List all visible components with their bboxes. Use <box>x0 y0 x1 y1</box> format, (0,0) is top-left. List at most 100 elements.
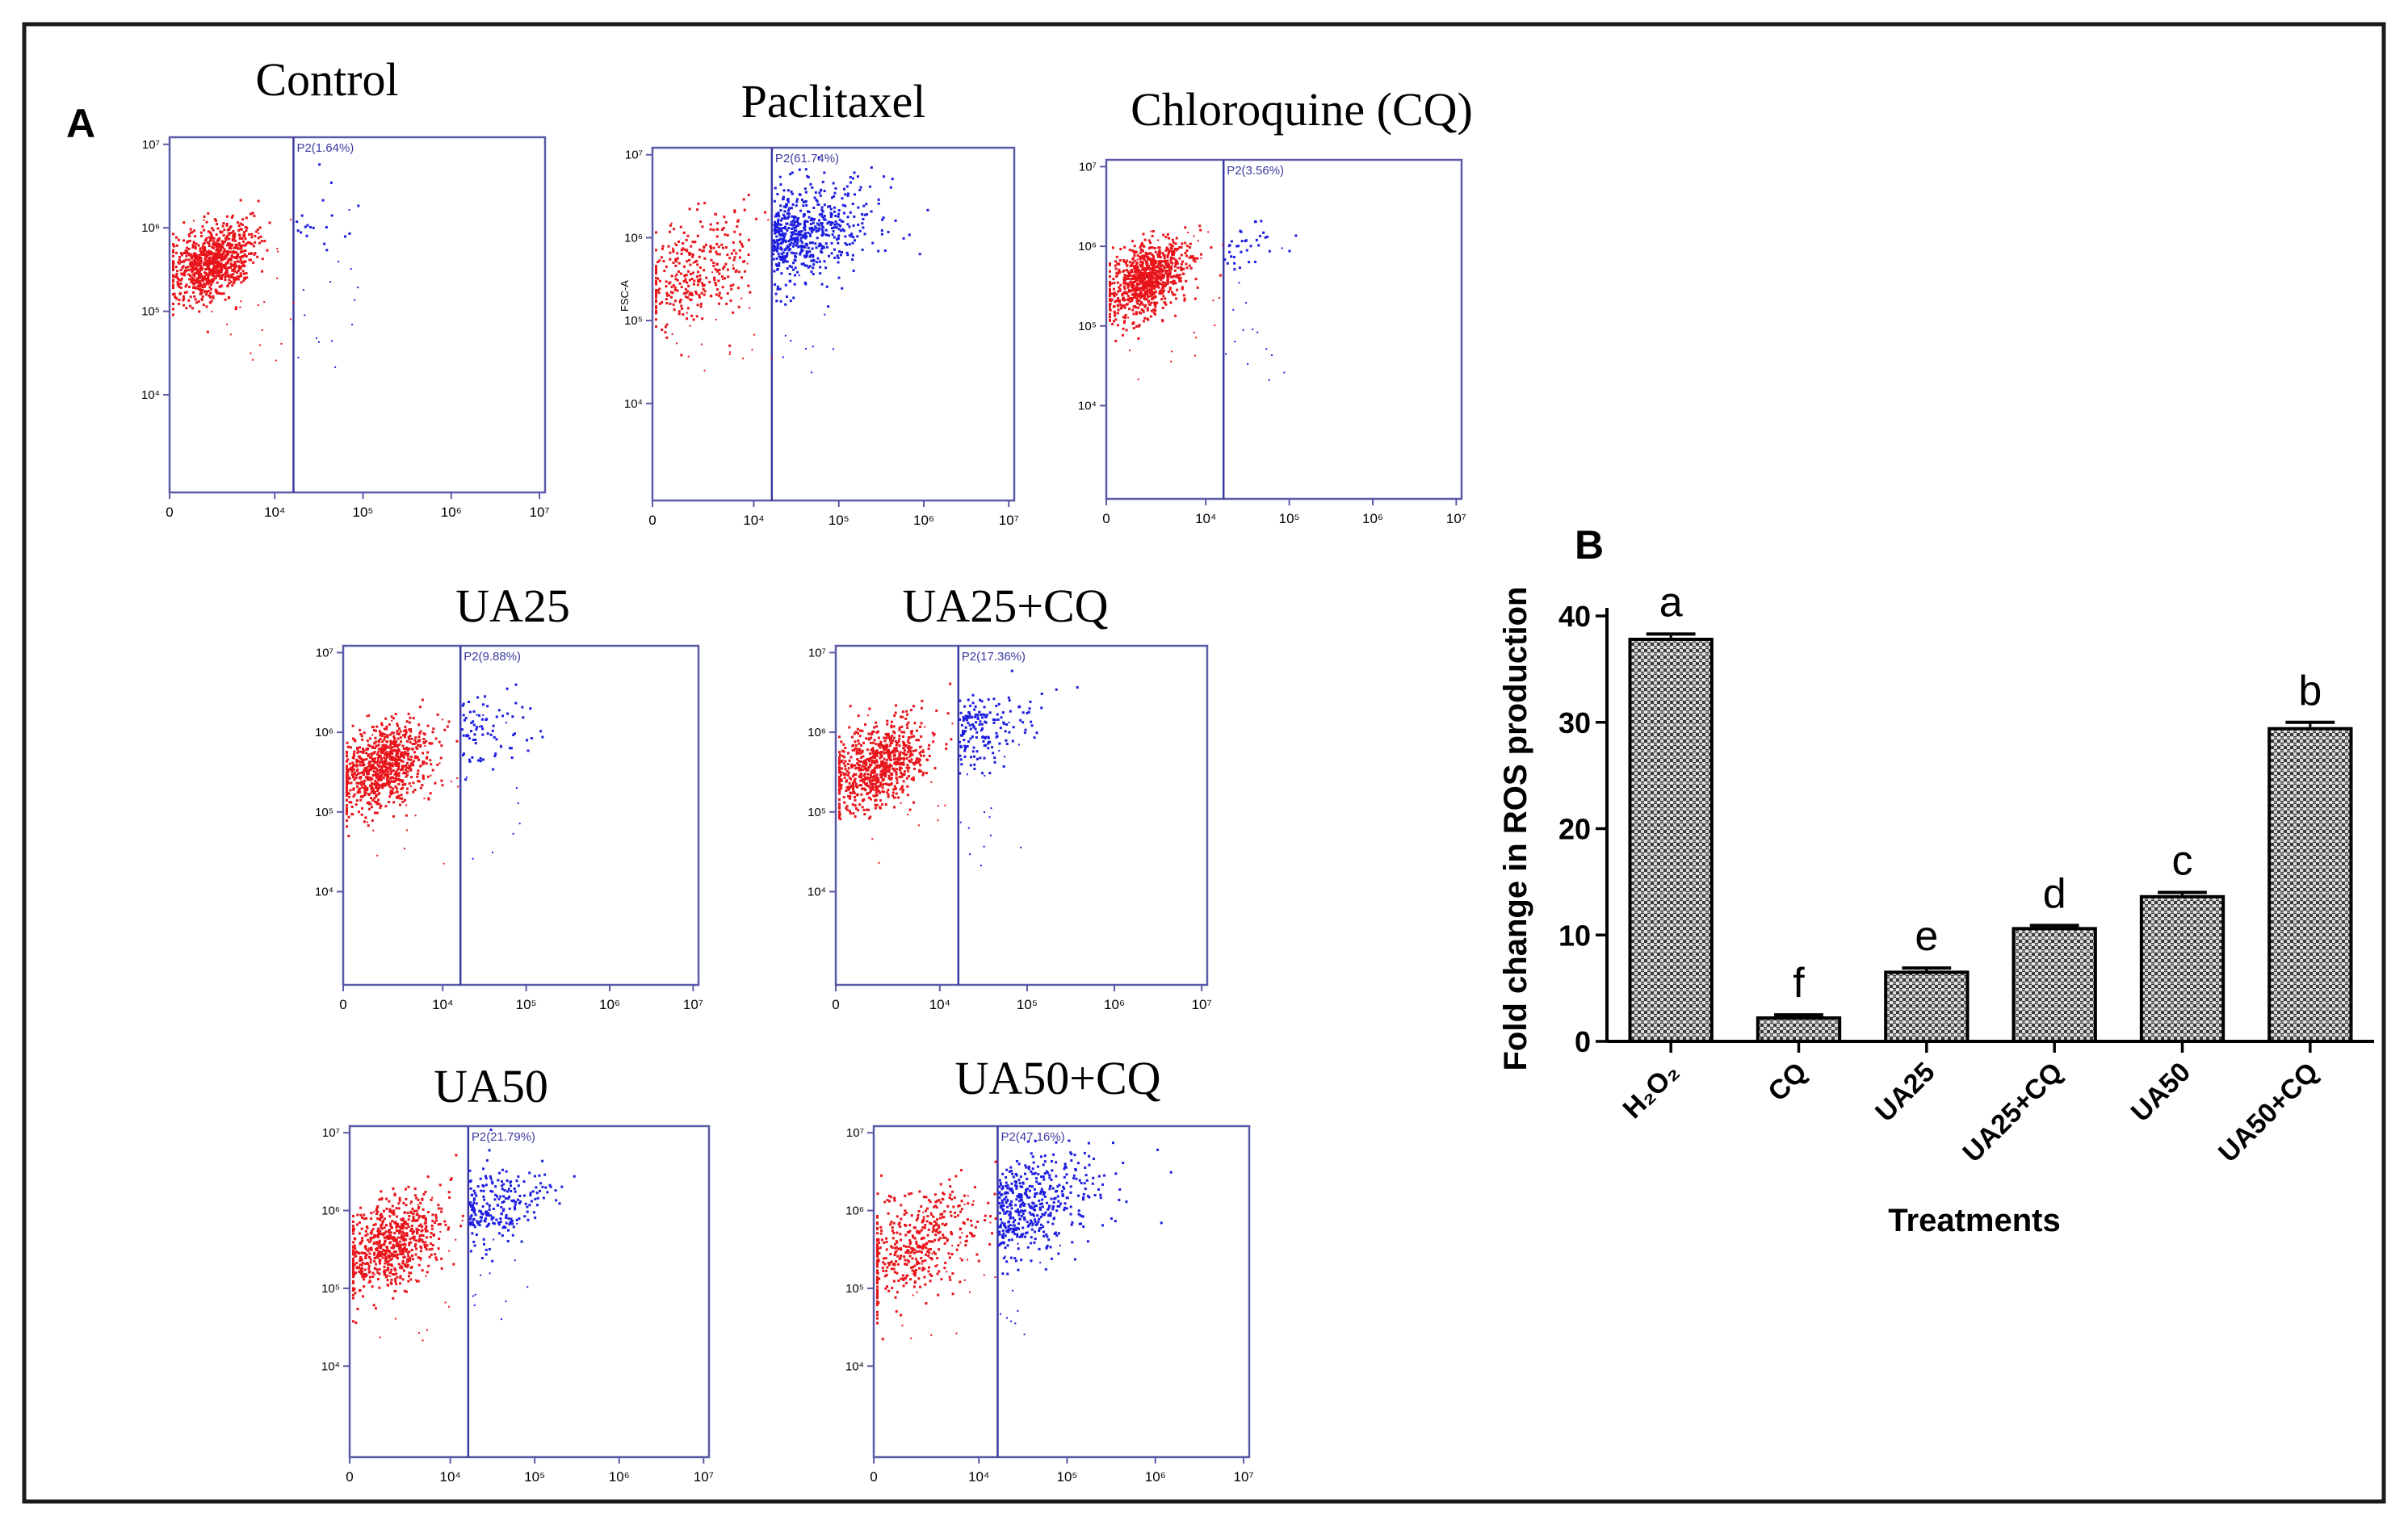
flow-event <box>684 278 687 281</box>
flow-event <box>841 755 845 758</box>
flow-event <box>1129 274 1132 277</box>
flow-event <box>364 1255 367 1259</box>
flow-event <box>376 773 380 776</box>
flow-event <box>963 739 966 742</box>
flow-event <box>388 1231 391 1234</box>
flow-event <box>854 798 857 802</box>
flow-event <box>361 1270 364 1273</box>
flow-event <box>218 270 221 273</box>
flow-event <box>1148 285 1152 288</box>
flow-event <box>360 735 363 738</box>
flow-event <box>367 778 370 781</box>
flow-event <box>1140 265 1143 268</box>
flow-event <box>1153 269 1156 272</box>
flow-event <box>812 228 815 232</box>
flow-event <box>500 744 502 747</box>
flow-event <box>898 753 901 756</box>
flow-event <box>189 295 192 299</box>
flow-event <box>395 795 398 798</box>
flow-event <box>1146 258 1149 261</box>
flow-event <box>887 764 891 768</box>
flow-event <box>1149 315 1152 318</box>
flow-event <box>1164 249 1168 252</box>
flow-event <box>1126 286 1130 289</box>
flow-event <box>727 275 730 279</box>
flow-event <box>907 814 909 816</box>
flow-event <box>793 283 796 286</box>
flow-event <box>679 225 682 228</box>
flow-event <box>213 218 216 221</box>
flow-event <box>1132 265 1135 268</box>
flow-event <box>1139 312 1143 315</box>
flow-event <box>249 212 252 216</box>
flow-event <box>837 212 841 216</box>
flow-event <box>1142 284 1145 287</box>
flow-event <box>961 733 964 736</box>
flow-event <box>1183 299 1186 302</box>
flow-event <box>885 736 888 739</box>
gate-label: P2(61.74%) <box>775 152 839 165</box>
flow-event <box>1174 314 1177 317</box>
flow-event <box>818 219 821 222</box>
flow-event <box>440 744 443 748</box>
flow-event <box>1174 258 1177 262</box>
flow-event <box>862 755 865 758</box>
flow-event <box>1167 248 1170 251</box>
flow-event <box>221 241 224 245</box>
flow-event <box>724 262 728 266</box>
flow-event <box>1154 305 1157 308</box>
flow-event <box>857 714 860 718</box>
flow-event <box>230 265 233 268</box>
flow-event <box>1111 292 1114 295</box>
flow-event <box>894 739 897 743</box>
flow-event <box>881 762 884 765</box>
flow-event <box>803 234 806 237</box>
flow-event <box>1151 234 1154 237</box>
flow-event <box>1193 235 1195 237</box>
flow-event <box>172 313 174 316</box>
flow-event <box>422 764 424 766</box>
flow-event <box>855 794 858 797</box>
flow-event <box>773 224 776 227</box>
flow-plot-title: Control <box>255 53 398 106</box>
flow-event <box>655 306 657 309</box>
flow-event <box>814 191 817 195</box>
flow-event <box>1009 710 1012 713</box>
flow-event <box>203 271 206 274</box>
flow-event <box>422 777 425 780</box>
flow-event <box>1134 265 1137 268</box>
flow-event <box>902 780 905 783</box>
flow-event <box>795 226 798 229</box>
flow-event <box>681 307 684 310</box>
flow-event <box>199 249 202 253</box>
flow-event <box>203 228 206 232</box>
flow-event <box>852 269 855 272</box>
flow-event <box>959 718 962 721</box>
flow-event <box>1185 279 1188 283</box>
flow-event <box>861 787 864 790</box>
flow-event <box>702 284 705 287</box>
flow-event <box>871 778 875 781</box>
flow-event <box>886 750 889 753</box>
flow-event <box>710 258 713 262</box>
flow-event <box>951 723 954 725</box>
flow-event <box>412 790 415 794</box>
flow-event <box>343 235 346 238</box>
flow-event <box>655 290 657 293</box>
flow-event <box>376 752 380 756</box>
flow-event <box>374 736 377 739</box>
flow-event <box>203 285 206 288</box>
flow-event <box>1126 295 1130 298</box>
flow-event <box>877 736 880 739</box>
flow-event <box>893 753 896 756</box>
flow-event <box>669 291 673 294</box>
flow-event <box>1262 231 1265 234</box>
flow-event <box>1145 266 1148 270</box>
flow-event <box>833 348 835 350</box>
flow-event <box>182 297 186 300</box>
flow-event <box>513 732 516 735</box>
flow-event <box>396 732 398 735</box>
flow-event <box>775 235 778 238</box>
flow-event <box>1170 360 1173 362</box>
